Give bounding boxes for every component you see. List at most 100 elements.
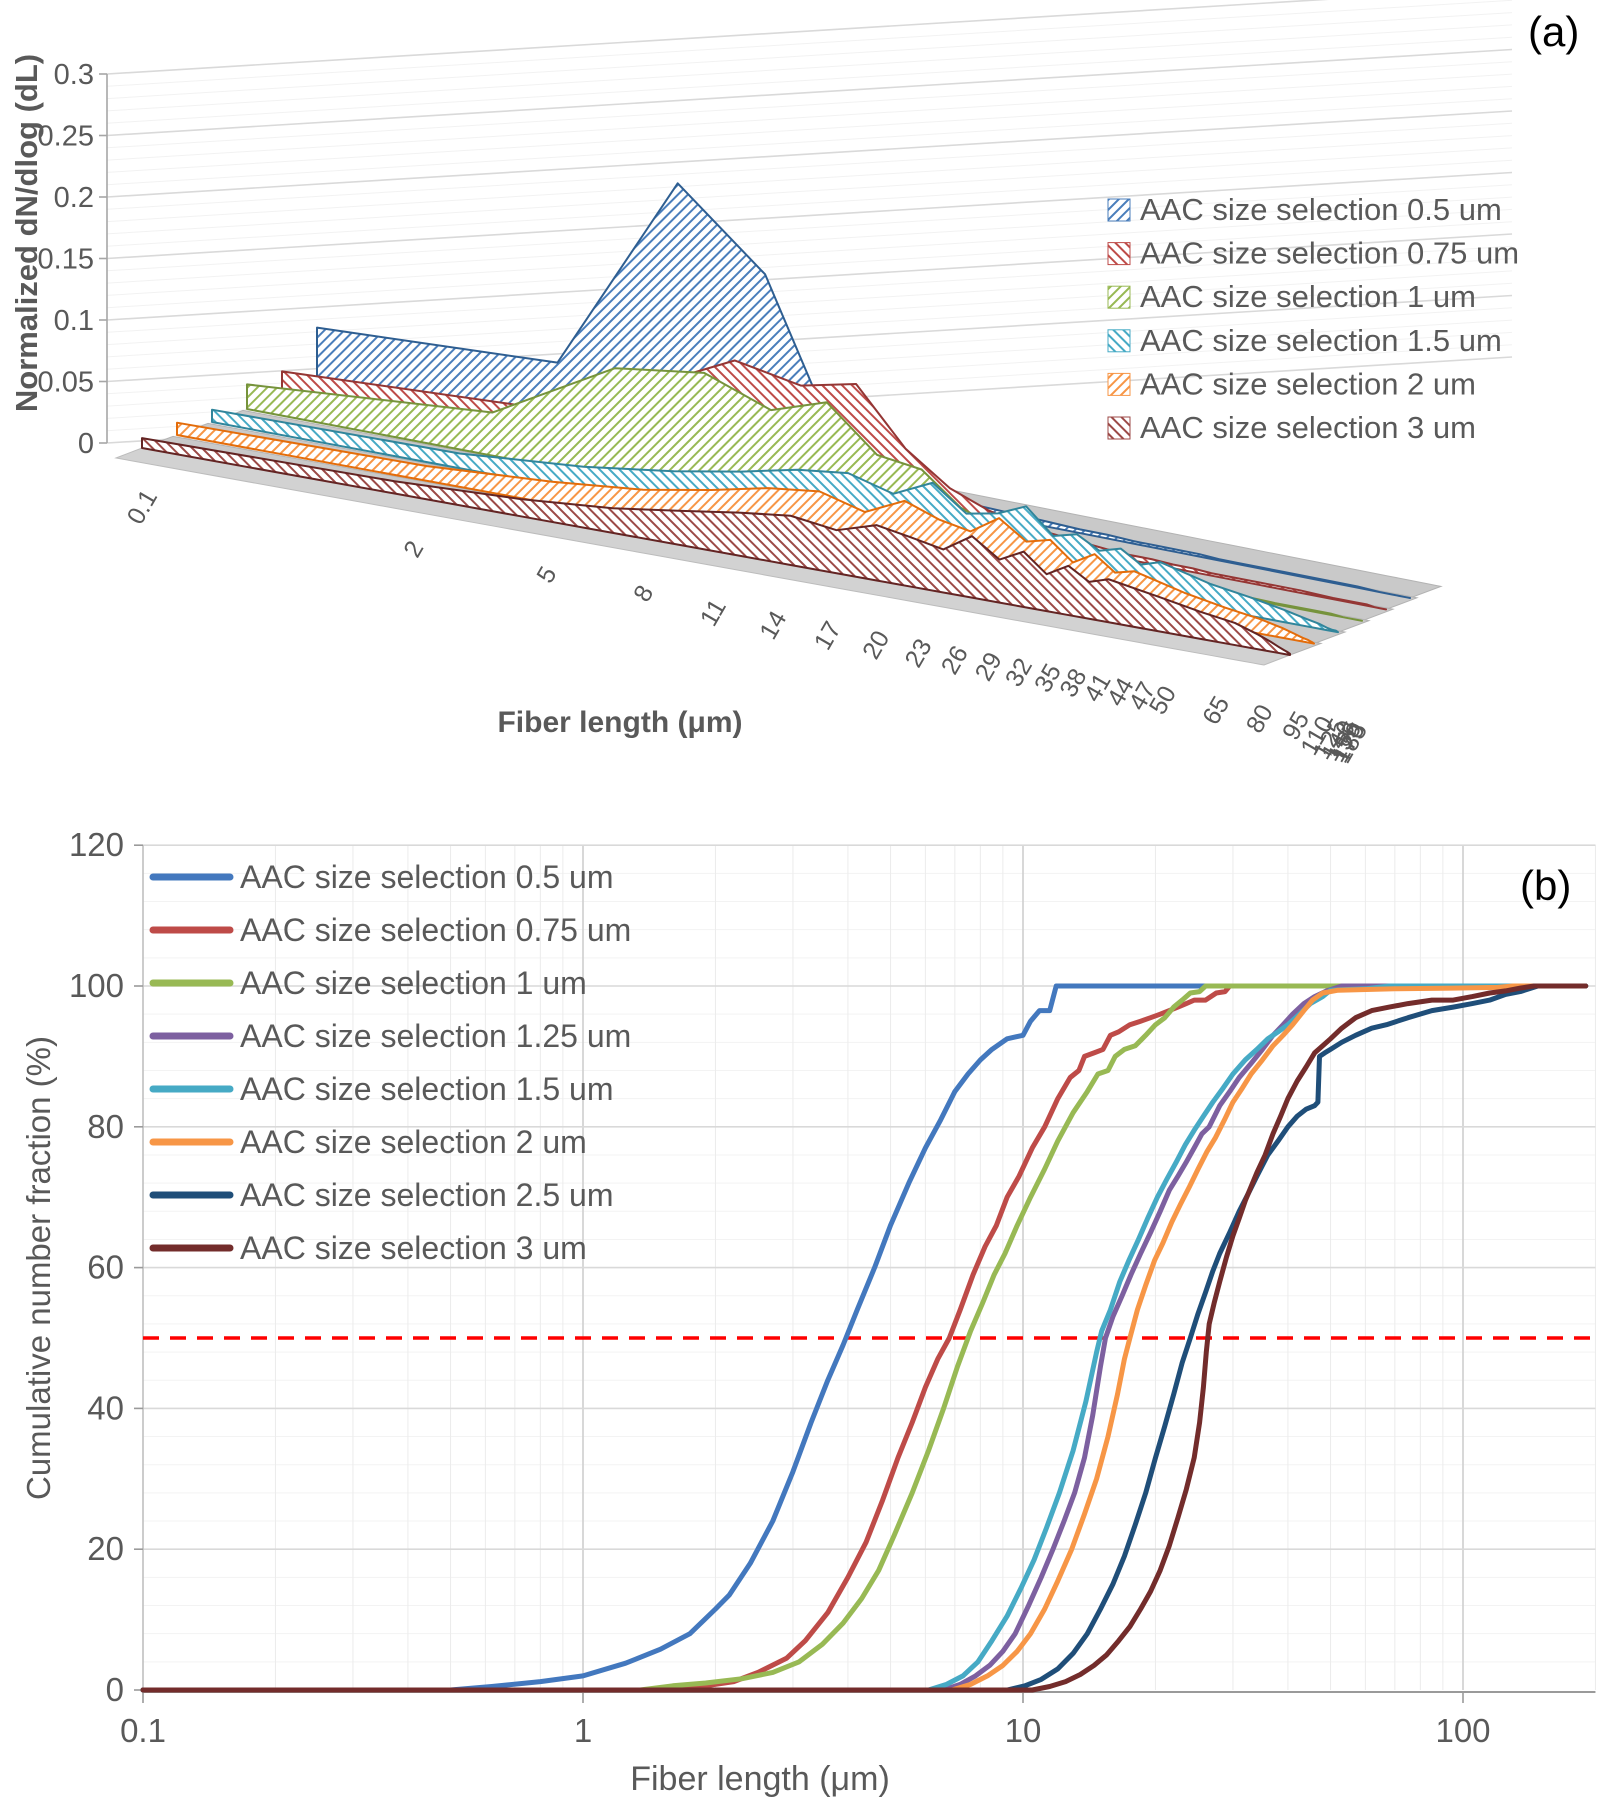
legend-marker [1107, 416, 1131, 440]
panel-a-y-axis-title: Normalized dN/dlog (dL) [9, 53, 44, 413]
x-tick-label: 20 [857, 626, 895, 664]
legend-item: AAC size selection 2 um [1107, 366, 1476, 401]
legend-item: AAC size selection 1.5 um [1107, 323, 1502, 358]
legend-label: AAC size selection 3 um [240, 1230, 587, 1266]
y-tick-label: 0 [78, 428, 94, 460]
y-tick-label: 0.3 [54, 59, 94, 91]
legend-label: AAC size selection 1 um [1140, 279, 1476, 314]
minor-gridline [106, 24, 1513, 112]
legend-item: AAC size selection 1 um [1107, 279, 1476, 314]
legend-label: AAC size selection 2.5 um [240, 1177, 614, 1213]
series-line-8 [140, 983, 1589, 1693]
panel-b-label: (b) [1520, 862, 1572, 909]
panel-a: 0 0.05 0.1 0.15 0.2 0.25 0.3 0.1 2 5 8 11 14 17 20 2326… [38, 0, 1519, 768]
legend-item: AAC size selection 0.75 um [1107, 236, 1519, 271]
minor-gridline [106, 245, 1513, 333]
y-tick-label: 120 [69, 826, 124, 863]
minor-gridline [106, 122, 1513, 210]
minor-gridline [106, 85, 1513, 173]
legend-item: AAC size selection 3 um [1107, 410, 1476, 445]
y-tick-label: 80 [87, 1108, 124, 1145]
major-gridline [106, 0, 1330, 75]
minor-gridline [106, 147, 1513, 235]
legend-item: AAC size selection 0.75 um [149, 912, 631, 948]
legend-marker [1107, 329, 1131, 353]
y-tick-label: 0.05 [38, 367, 94, 399]
legend-label: AAC size selection 1.5 um [240, 1071, 614, 1107]
x-tick-label: 2 [398, 536, 429, 562]
panel-b-y-axis-title: Cumulative number fraction (%) [20, 1036, 57, 1500]
x-tick-label: 29 [970, 648, 1008, 686]
legend-marker [1107, 372, 1131, 396]
series-line-5 [140, 983, 1589, 1693]
legend-label: AAC size selection 1 um [240, 965, 587, 1001]
legend-item: AAC size selection 2.5 um [149, 1177, 614, 1213]
legend-marker [1107, 285, 1131, 309]
legend-item: AAC size selection 2 um [149, 1124, 587, 1160]
legend-item: AAC size selection 1.25 um [149, 1018, 631, 1054]
x-tick-label: 0.1 [122, 485, 164, 529]
minor-gridline [106, 196, 1513, 284]
y-tick-label: 0 [106, 1671, 124, 1708]
minor-gridline [106, 184, 1513, 272]
minor-gridline [106, 0, 1513, 87]
major-gridline [106, 48, 1513, 137]
x-tick-label: 0.1 [120, 1712, 166, 1749]
legend-label: AAC size selection 1.25 um [240, 1018, 631, 1054]
major-gridline [106, 110, 1513, 198]
panel-b-legend: AAC size selection 0.5 um AAC size select… [149, 859, 631, 1266]
panel-a-x-axis-title: Fiber length (μm) [497, 706, 743, 739]
x-tick-label: 1 [574, 1712, 592, 1749]
panel-a-label: (a) [1528, 8, 1580, 55]
minor-gridline [106, 221, 1513, 309]
y-tick-label: 0.2 [54, 182, 94, 214]
panel-b-grid [143, 844, 1596, 1690]
x-tick-label: 10 [1005, 1712, 1042, 1749]
x-tick-label: 65 [1197, 691, 1235, 729]
minor-gridline [106, 36, 1513, 124]
minor-gridline [106, 12, 1513, 100]
major-gridline [106, 233, 1513, 321]
legend-label: AAC size selection 2 um [240, 1124, 587, 1160]
legend-item: AAC size selection 0.5 um [1107, 192, 1502, 227]
x-tick-label: 23 [899, 634, 937, 672]
x-tick-label: 26 [936, 641, 974, 679]
series-line-3 [140, 983, 1589, 1693]
y-tick-label: 100 [69, 967, 124, 1004]
x-tick-label: 100 [1435, 1712, 1490, 1749]
legend-label: AAC size selection 3 um [1140, 410, 1476, 445]
legend-label: AAC size selection 1.5 um [1140, 323, 1502, 358]
legend-label: AAC size selection 0.75 um [240, 912, 631, 948]
legend-label: AAC size selection 0.5 um [1140, 192, 1502, 227]
y-tick-label: 60 [87, 1249, 124, 1286]
y-tick-label: 0.15 [38, 244, 94, 276]
minor-gridline [106, 135, 1513, 223]
minor-gridline [106, 73, 1513, 161]
legend-label: AAC size selection 2 um [1140, 366, 1476, 401]
series-area-6 [141, 437, 1291, 656]
panel-a-legend: AAC size selection 0.5 um AAC size select… [1107, 192, 1519, 445]
x-tick-label: 80 [1241, 700, 1279, 738]
legend-item: AAC size selection 0.5 um [149, 859, 614, 895]
series-line-6 [140, 983, 1589, 1693]
major-gridline [106, 171, 1513, 260]
panel-b-x-axis-title: Fiber length (μm) [630, 1760, 890, 1798]
x-tick-label: 17 [809, 617, 847, 655]
legend-item: AAC size selection 3 um [149, 1230, 587, 1266]
x-tick-label: 11 [695, 595, 732, 631]
minor-gridline [106, 208, 1513, 296]
y-tick-label: 0.1 [54, 305, 94, 337]
legend-marker [1107, 198, 1131, 222]
legend-label: AAC size selection 0.5 um [240, 859, 614, 895]
legend-marker [1107, 242, 1131, 266]
x-tick-label: 8 [628, 581, 659, 607]
minor-gridline [106, 159, 1513, 247]
panel-b: 0 20 40 60 80 100 120 0.1 1 10 100 AAC size selecti… [69, 826, 1596, 1749]
x-tick-label: 5 [531, 562, 562, 588]
legend-label: AAC size selection 0.75 um [1140, 236, 1519, 271]
series-line-1 [140, 983, 1589, 1693]
y-tick-label: 40 [87, 1389, 124, 1426]
